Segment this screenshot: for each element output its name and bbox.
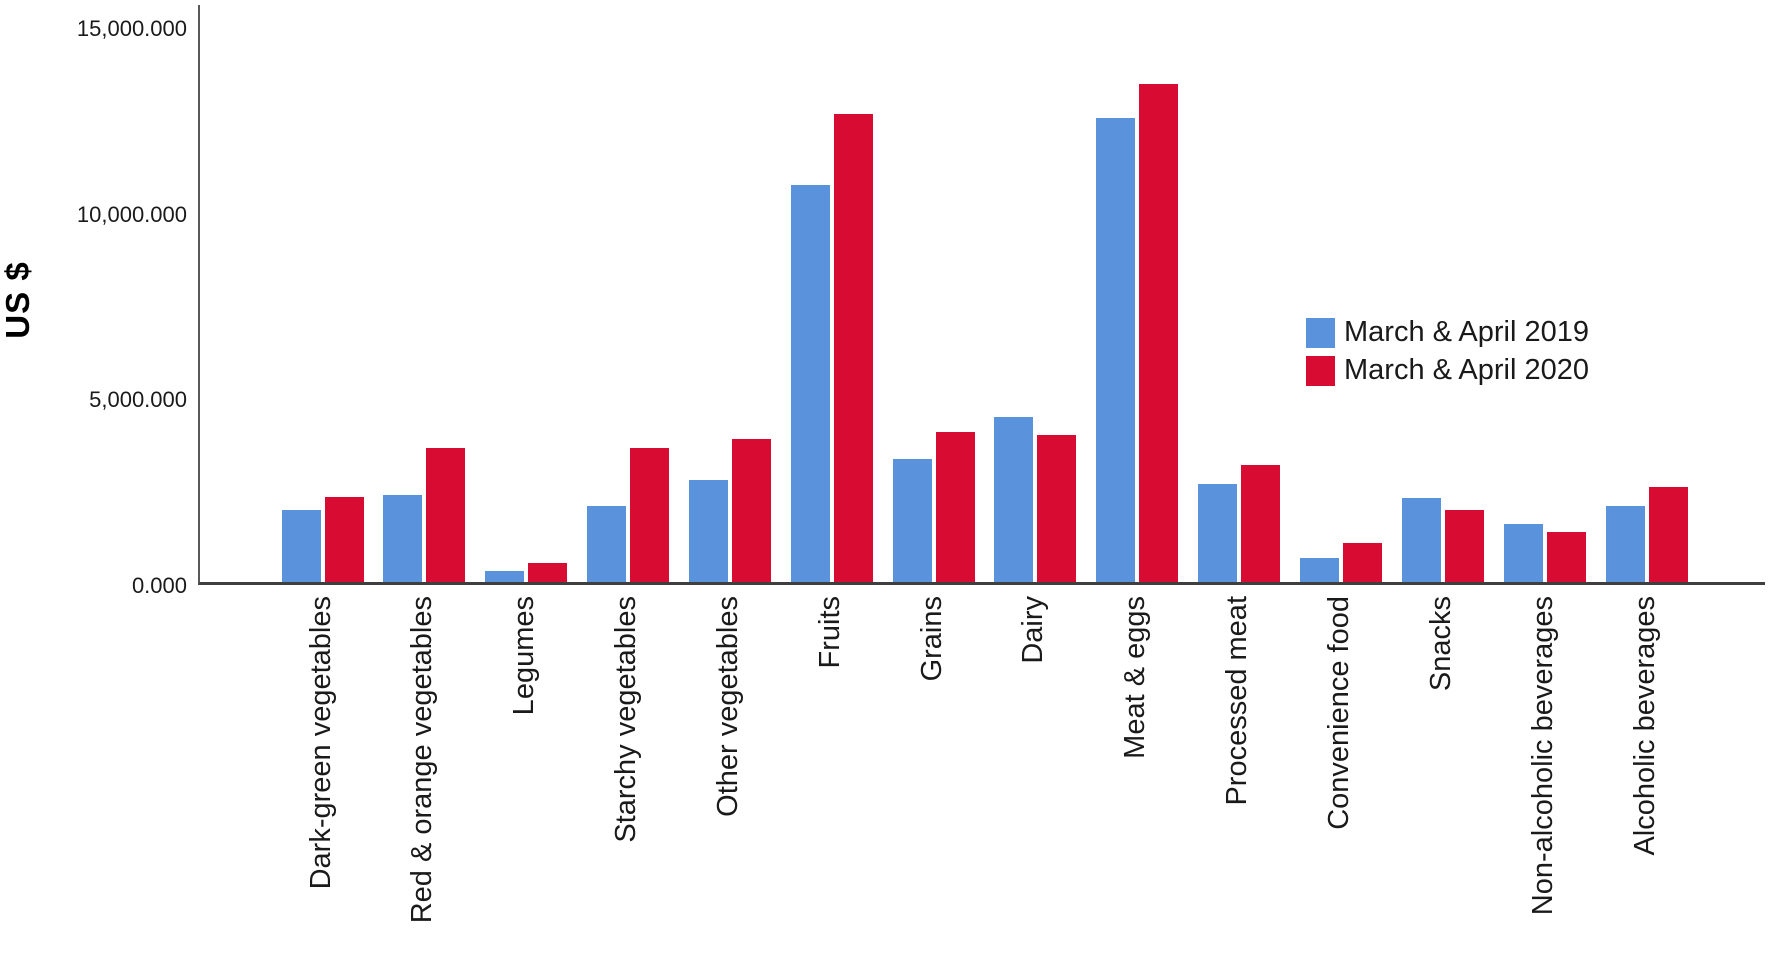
bar-march-april-2020-red-orange-vegetables [426, 448, 465, 582]
bar-march-april-2019-meat-eggs [1096, 118, 1135, 582]
x-label-meat-eggs: Meat & eggs [1119, 596, 1151, 759]
bar-march-april-2020-other-vegetables [732, 439, 771, 582]
bar-march-april-2019-processed-meat [1198, 484, 1237, 582]
bar-march-april-2019-legumes [485, 571, 524, 582]
bar-march-april-2019-other-vegetables [689, 480, 728, 582]
legend-item-march-april-2019: March & April 2019 [1306, 316, 1590, 348]
bar-march-april-2020-fruits [834, 114, 873, 582]
bar-march-april-2019-red-orange-vegetables [383, 495, 422, 582]
x-label-processed-meat: Processed meat [1221, 596, 1253, 806]
bar-march-april-2020-grains [936, 432, 975, 582]
bar-march-april-2019-dark-green-vegetables [282, 510, 321, 582]
y-tick-10-000-000: 10,000.000 [76, 202, 187, 227]
x-label-red-orange-vegetables: Red & orange vegetables [406, 596, 438, 924]
x-label-convenience-food: Convenience food [1323, 596, 1355, 830]
bar-march-april-2020-dairy [1037, 435, 1076, 582]
bar-march-april-2020-snacks [1445, 510, 1484, 582]
legend-swatch-march-april-2019 [1306, 317, 1335, 348]
bar-march-april-2020-starchy-vegetables [630, 448, 669, 582]
bar-march-april-2019-non-alcoholic-beverages [1504, 524, 1543, 582]
x-label-other-vegetables: Other vegetables [712, 596, 744, 817]
x-label-dark-green-vegetables: Dark-green vegetables [305, 596, 337, 890]
x-label-fruits: Fruits [814, 596, 846, 669]
legend-swatch-march-april-2020 [1306, 355, 1335, 386]
y-tick-15-000-000: 15,000.000 [76, 16, 187, 41]
bar-march-april-2019-alcoholic-beverages [1606, 506, 1645, 582]
bar-march-april-2020-convenience-food [1343, 543, 1382, 582]
legend: March & April 2019 March & April 2020 [1306, 316, 1590, 393]
bar-march-april-2020-dark-green-vegetables [325, 497, 364, 582]
y-tick-5-000-000: 5,000.000 [89, 387, 187, 412]
bar-march-april-2020-processed-meat [1241, 465, 1280, 582]
bar-march-april-2019-grains [893, 459, 932, 582]
bar-march-april-2019-fruits [791, 185, 830, 582]
bar-march-april-2020-meat-eggs [1139, 84, 1178, 582]
bar-march-april-2020-legumes [528, 563, 567, 582]
legend-label-march-april-2019: March & April 2019 [1344, 316, 1590, 348]
x-label-starchy-vegetables: Starchy vegetables [610, 596, 642, 843]
bar-march-april-2020-non-alcoholic-beverages [1547, 532, 1586, 582]
y-tick-0-000: 0.000 [131, 573, 187, 598]
x-label-grains: Grains [916, 596, 948, 682]
bar-march-april-2019-snacks [1402, 498, 1441, 582]
y-axis-title: US $ [0, 261, 36, 339]
legend-item-march-april-2020: March & April 2020 [1306, 354, 1590, 386]
legend-label-march-april-2020: March & April 2020 [1344, 354, 1590, 386]
x-label-snacks: Snacks [1425, 596, 1457, 692]
x-label-non-alcoholic-beverages: Non-alcoholic beverages [1527, 596, 1559, 916]
x-label-alcoholic-beverages: Alcoholic beverages [1629, 596, 1661, 856]
plot-area [198, 5, 1765, 585]
bar-march-april-2020-alcoholic-beverages [1649, 487, 1688, 582]
bar-march-april-2019-convenience-food [1300, 558, 1339, 582]
bar-march-april-2019-starchy-vegetables [587, 506, 626, 582]
x-label-dairy: Dairy [1017, 596, 1049, 664]
bar-march-april-2019-dairy [994, 417, 1033, 582]
x-label-legumes: Legumes [508, 596, 540, 716]
